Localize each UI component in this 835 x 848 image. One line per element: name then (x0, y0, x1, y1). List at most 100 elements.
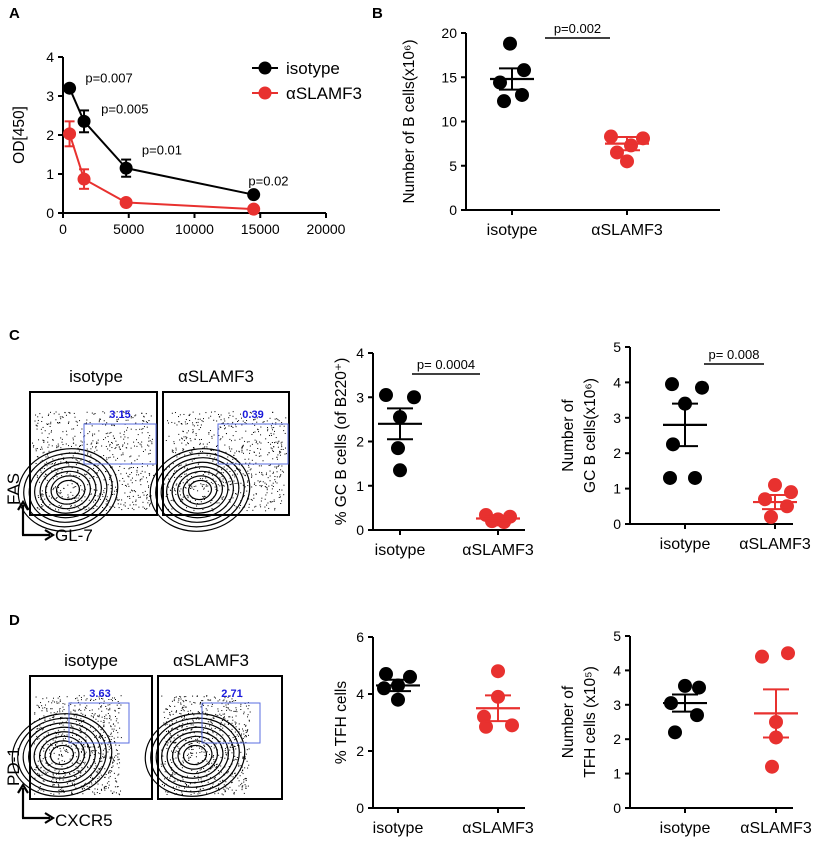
flow-event-dot (61, 787, 63, 789)
flow-event-dot (199, 413, 201, 415)
flow-event-dot (254, 439, 256, 441)
flow-event-dot (103, 479, 105, 481)
flow-event-dot (169, 705, 171, 707)
flow-event-dot (40, 702, 42, 704)
flow-event-dot (49, 467, 51, 469)
flow-event-dot (231, 700, 233, 702)
flow-event-dot (41, 760, 43, 762)
flow-event-dot (241, 789, 243, 791)
flow-event-dot (140, 444, 142, 446)
flow-event-dot (207, 705, 209, 707)
flow-event-dot (80, 729, 82, 731)
flow-event-dot (96, 772, 98, 774)
a-y-tick-label: 0 (46, 205, 54, 221)
flow-event-dot (109, 717, 111, 719)
flow-event-dot (225, 706, 227, 708)
flow-event-dot (203, 418, 205, 420)
flow-d-left-density (11, 695, 122, 797)
flow-event-dot (208, 770, 210, 772)
flow-event-dot (55, 712, 57, 714)
flow-event-dot (114, 777, 116, 779)
flow-event-dot (93, 465, 95, 467)
flow-event-dot (99, 792, 101, 794)
flow-event-dot (185, 706, 187, 708)
flow-event-dot (241, 782, 243, 784)
flow-event-dot (269, 470, 271, 472)
flow-event-dot (224, 789, 226, 791)
flow-event-dot (201, 760, 203, 762)
flow-event-dot (209, 430, 211, 432)
flow-event-dot (41, 416, 43, 418)
flow-event-dot (80, 732, 82, 734)
flow-event-dot (192, 411, 194, 413)
flow-event-dot (264, 486, 266, 488)
flow-event-dot (100, 720, 102, 722)
flow-event-dot (61, 468, 63, 470)
flow-event-dot (58, 754, 60, 756)
flow-event-dot (188, 748, 190, 750)
flow-event-dot (170, 737, 172, 739)
flow-event-dot (230, 775, 232, 777)
flow-event-dot (215, 458, 217, 460)
flow-event-dot (244, 758, 246, 760)
flow-event-dot (114, 698, 116, 700)
flow-event-dot (126, 429, 128, 431)
flow-event-dot (48, 433, 50, 435)
flow-event-dot (246, 490, 248, 492)
flow-event-dot (52, 774, 54, 776)
c2-y-tick-label: 0 (356, 522, 364, 538)
flow-event-dot (197, 424, 199, 426)
flow-event-dot (57, 446, 59, 448)
flow-event-dot (210, 415, 212, 417)
flow-event-dot (188, 758, 190, 760)
flow-event-dot (199, 442, 201, 444)
flow-event-dot (204, 745, 206, 747)
flow-event-dot (73, 785, 75, 787)
flow-event-dot (80, 485, 82, 487)
flow-event-dot (242, 728, 244, 730)
a-data-point (63, 81, 77, 95)
flow-event-dot (212, 732, 214, 734)
flow-event-dot (179, 712, 181, 714)
flow-event-dot (191, 746, 193, 748)
flow-event-dot (221, 793, 223, 795)
flow-event-dot (240, 709, 242, 711)
d3-data-point (668, 725, 682, 740)
flow-event-dot (93, 699, 95, 701)
flow-event-dot (141, 428, 143, 430)
flow-event-dot (81, 489, 83, 491)
flow-event-dot (91, 750, 93, 752)
flow-event-dot (175, 728, 177, 730)
flow-event-dot (219, 723, 221, 725)
flow-event-dot (233, 454, 235, 456)
flow-event-dot (228, 425, 230, 427)
flow-event-dot (255, 442, 257, 444)
flow-event-dot (64, 735, 66, 737)
flow-event-dot (142, 501, 144, 503)
flow-event-dot (68, 779, 70, 781)
flow-event-dot (35, 424, 37, 426)
flow-event-dot (141, 432, 143, 434)
flow-event-dot (72, 729, 74, 731)
flow-event-dot (245, 787, 247, 789)
c2-data-point (391, 441, 405, 456)
flow-event-dot (63, 792, 65, 794)
flow-event-dot (235, 424, 237, 426)
flow-event-dot (103, 788, 105, 790)
panel-c-label: C (9, 327, 20, 344)
flow-event-dot (74, 497, 76, 499)
flow-event-dot (281, 422, 283, 424)
flow-event-dot (208, 473, 210, 475)
flow-event-dot (118, 703, 120, 705)
flow-d-y-axis-label: PD-1 (4, 747, 23, 786)
flow-event-dot (202, 451, 204, 453)
flow-event-dot (36, 456, 38, 458)
flow-event-dot (269, 464, 271, 466)
flow-event-dot (132, 417, 134, 419)
flow-event-dot (143, 415, 145, 417)
flow-event-dot (185, 700, 187, 702)
flow-event-dot (97, 726, 99, 728)
flow-event-dot (235, 462, 237, 464)
flow-event-dot (264, 498, 266, 500)
flow-event-dot (45, 740, 47, 742)
